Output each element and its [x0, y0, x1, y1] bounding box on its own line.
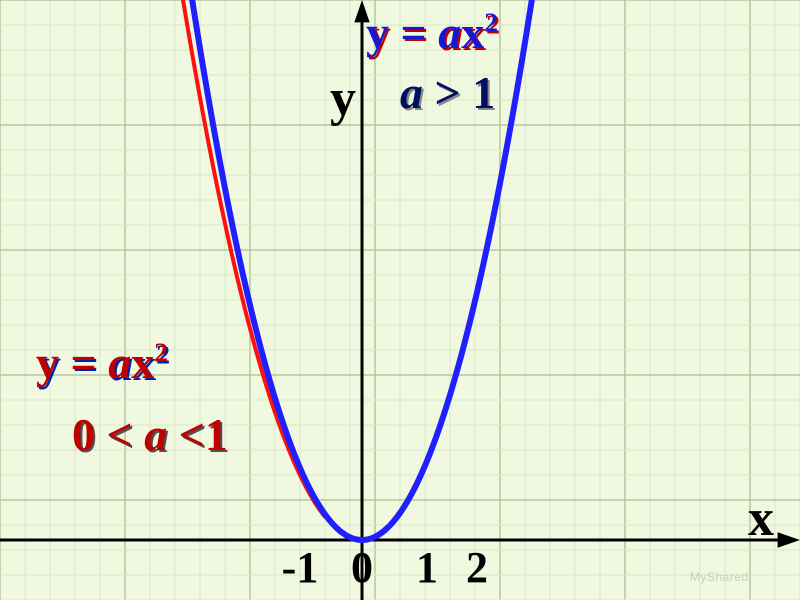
x-tick-label: -1	[282, 543, 319, 592]
x-tick-label: 2	[466, 543, 488, 592]
watermark: MyShared	[690, 570, 749, 584]
x-tick-label: 1	[416, 543, 438, 592]
y-axis-label: y	[330, 70, 356, 127]
x-tick-label: 0	[351, 543, 373, 592]
chart-svg: -1 012 x y	[0, 0, 800, 600]
chart-stage: -1012xy MyShared y = ax2y = ax2a > 1a > …	[0, 0, 800, 600]
x-axis-label: x	[748, 490, 774, 547]
